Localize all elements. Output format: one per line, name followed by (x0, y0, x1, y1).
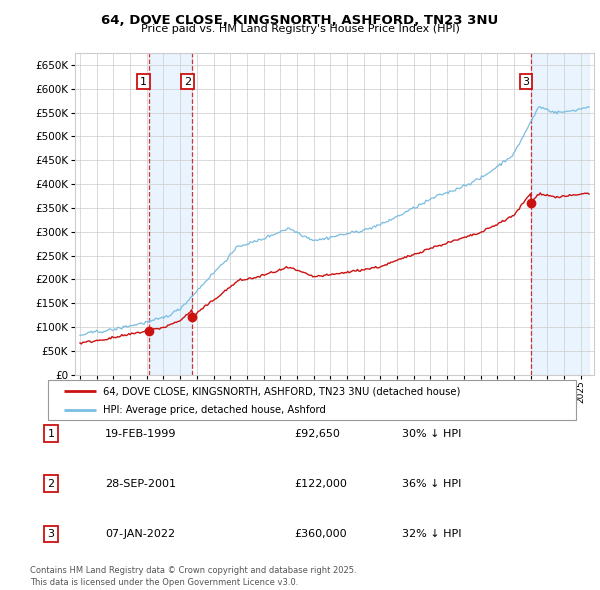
Text: 2: 2 (184, 77, 191, 87)
Text: HPI: Average price, detached house, Ashford: HPI: Average price, detached house, Ashf… (103, 405, 326, 415)
Text: 2: 2 (47, 479, 55, 489)
Text: 28-SEP-2001: 28-SEP-2001 (105, 479, 176, 489)
Text: £92,650: £92,650 (294, 429, 340, 438)
FancyBboxPatch shape (48, 380, 576, 420)
Text: Price paid vs. HM Land Registry's House Price Index (HPI): Price paid vs. HM Land Registry's House … (140, 24, 460, 34)
Text: 19-FEB-1999: 19-FEB-1999 (105, 429, 176, 438)
Text: 3: 3 (523, 77, 530, 87)
Text: 30% ↓ HPI: 30% ↓ HPI (402, 429, 461, 438)
Text: 36% ↓ HPI: 36% ↓ HPI (402, 479, 461, 489)
Text: 1: 1 (140, 77, 147, 87)
Text: 64, DOVE CLOSE, KINGSNORTH, ASHFORD, TN23 3NU: 64, DOVE CLOSE, KINGSNORTH, ASHFORD, TN2… (101, 14, 499, 27)
Text: £360,000: £360,000 (294, 529, 347, 539)
Text: 64, DOVE CLOSE, KINGSNORTH, ASHFORD, TN23 3NU (detached house): 64, DOVE CLOSE, KINGSNORTH, ASHFORD, TN2… (103, 386, 461, 396)
Text: 1: 1 (47, 429, 55, 438)
Text: 3: 3 (47, 529, 55, 539)
Text: £122,000: £122,000 (294, 479, 347, 489)
Text: 32% ↓ HPI: 32% ↓ HPI (402, 529, 461, 539)
Text: Contains HM Land Registry data © Crown copyright and database right 2025.
This d: Contains HM Land Registry data © Crown c… (30, 566, 356, 587)
Text: 07-JAN-2022: 07-JAN-2022 (105, 529, 175, 539)
